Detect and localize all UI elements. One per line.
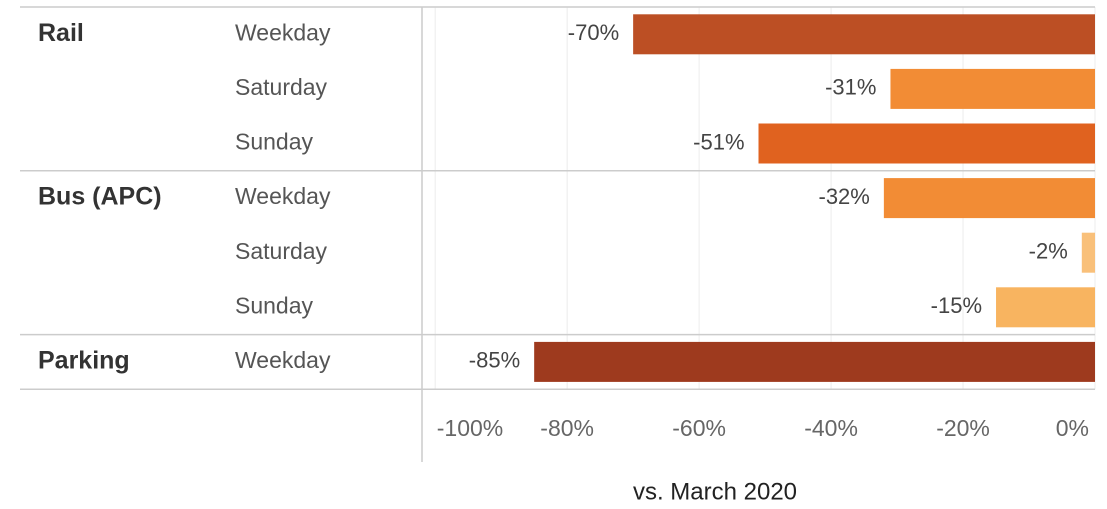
x-tick-label: -20% xyxy=(936,415,990,441)
value-label: -15% xyxy=(931,293,982,318)
group-label: Rail xyxy=(38,19,84,47)
group-label: Bus (APC) xyxy=(38,183,162,211)
value-label: -85% xyxy=(469,348,520,373)
bar xyxy=(758,123,1095,164)
group-label: Parking xyxy=(38,347,130,375)
y-tick-label: Saturday xyxy=(235,74,328,100)
value-label: -32% xyxy=(819,184,870,209)
y-tick-label: Sunday xyxy=(235,292,314,318)
bar xyxy=(633,14,1095,55)
bar xyxy=(883,178,1095,219)
bar xyxy=(890,68,1095,109)
x-tick-label: -100% xyxy=(437,415,503,441)
x-tick-label: -40% xyxy=(804,415,858,441)
value-label: -2% xyxy=(1029,239,1068,264)
y-tick-label: Saturday xyxy=(235,238,328,264)
value-label: -70% xyxy=(568,20,619,45)
x-tick-label: 0% xyxy=(1056,415,1089,441)
value-label: -31% xyxy=(825,75,876,100)
bar xyxy=(534,341,1095,382)
x-tick-label: -60% xyxy=(672,415,726,441)
x-tick-label: -80% xyxy=(540,415,594,441)
bar xyxy=(1081,232,1095,273)
y-tick-label: Sunday xyxy=(235,129,314,155)
y-tick-label: Weekday xyxy=(235,19,331,45)
y-tick-label: Weekday xyxy=(235,183,331,209)
bar xyxy=(996,287,1095,328)
value-label: -51% xyxy=(693,129,744,154)
y-tick-label: Weekday xyxy=(235,347,331,373)
x-axis-label: vs. March 2020 xyxy=(633,478,797,505)
